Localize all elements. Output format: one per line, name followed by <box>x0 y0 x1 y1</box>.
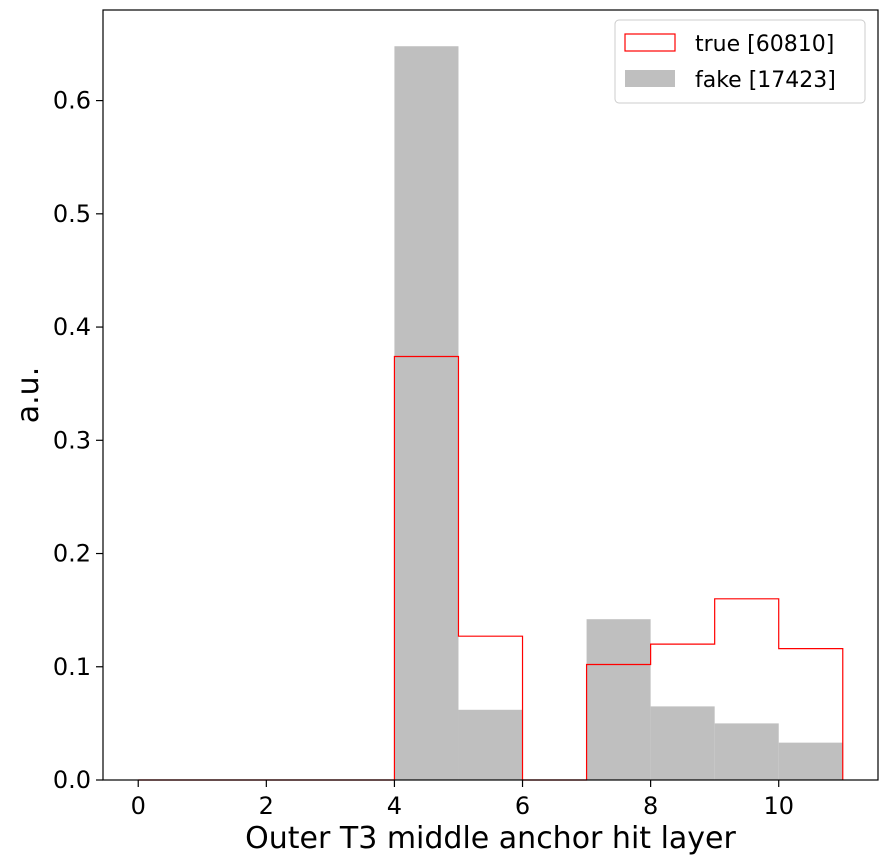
fake-bar-7 <box>586 619 651 780</box>
legend-label-fake: fake [17423] <box>695 68 836 93</box>
legend-label-true: true [60810] <box>695 32 834 57</box>
y-tick-label: 0.0 <box>53 766 91 794</box>
legend-box <box>614 19 866 104</box>
x-tick-label: 4 <box>387 792 402 820</box>
y-tick-label: 0.1 <box>53 653 91 681</box>
y-tick-label: 0.5 <box>53 200 91 228</box>
fake-series-bars <box>394 46 843 781</box>
x-axis-label: Outer T3 middle anchor hit layer <box>245 821 736 856</box>
y-tick-label: 0.6 <box>53 87 91 115</box>
legend: true [60810] fake [17423] <box>614 19 866 104</box>
fake-bar-9 <box>714 723 779 780</box>
y-tick-label: 0.4 <box>53 313 91 341</box>
y-tick-label: 0.3 <box>53 426 91 454</box>
legend-swatch-true <box>624 33 676 52</box>
legend-swatch-fake <box>625 70 675 87</box>
y-axis-ticks: 0.0 0.1 0.2 0.3 0.4 0.5 0.6 <box>53 87 103 794</box>
fake-bar-8 <box>650 706 715 780</box>
x-tick-label: 0 <box>131 792 146 820</box>
x-axis-ticks: 0 2 4 6 8 10 <box>131 780 794 820</box>
fake-bar-10 <box>778 742 843 780</box>
plot-frame <box>102 9 879 781</box>
x-tick-label: 6 <box>515 792 530 820</box>
fake-bar-5 <box>458 709 523 780</box>
x-tick-label: 10 <box>763 792 794 820</box>
y-axis-label: a.u. <box>11 367 46 423</box>
fake-bar-4 <box>394 46 459 781</box>
x-tick-label: 2 <box>259 792 274 820</box>
x-tick-label: 8 <box>643 792 658 820</box>
y-tick-label: 0.2 <box>53 540 91 568</box>
